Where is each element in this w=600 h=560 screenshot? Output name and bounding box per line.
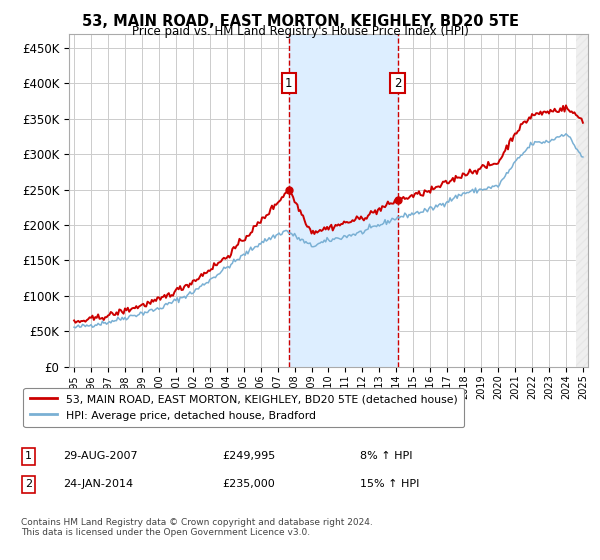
Text: 1: 1 [285, 77, 292, 90]
Bar [576, 34, 592, 367]
Bar [576, 34, 592, 367]
Text: £249,995: £249,995 [222, 451, 275, 461]
Text: 24-JAN-2014: 24-JAN-2014 [63, 479, 133, 489]
Text: Price paid vs. HM Land Registry's House Price Index (HPI): Price paid vs. HM Land Registry's House … [131, 25, 469, 38]
Bar [289, 34, 398, 367]
Legend: 53, MAIN ROAD, EAST MORTON, KEIGHLEY, BD20 5TE (detached house), HPI: Average pr: 53, MAIN ROAD, EAST MORTON, KEIGHLEY, BD… [23, 388, 464, 427]
Text: 2: 2 [394, 77, 401, 90]
Text: 2: 2 [25, 479, 32, 489]
Text: 1: 1 [25, 451, 32, 461]
Text: Contains HM Land Registry data © Crown copyright and database right 2024.
This d: Contains HM Land Registry data © Crown c… [21, 518, 373, 538]
Text: 29-AUG-2007: 29-AUG-2007 [63, 451, 137, 461]
Text: 53, MAIN ROAD, EAST MORTON, KEIGHLEY, BD20 5TE: 53, MAIN ROAD, EAST MORTON, KEIGHLEY, BD… [82, 14, 518, 29]
Text: 15% ↑ HPI: 15% ↑ HPI [360, 479, 419, 489]
Text: 8% ↑ HPI: 8% ↑ HPI [360, 451, 413, 461]
Text: £235,000: £235,000 [222, 479, 275, 489]
